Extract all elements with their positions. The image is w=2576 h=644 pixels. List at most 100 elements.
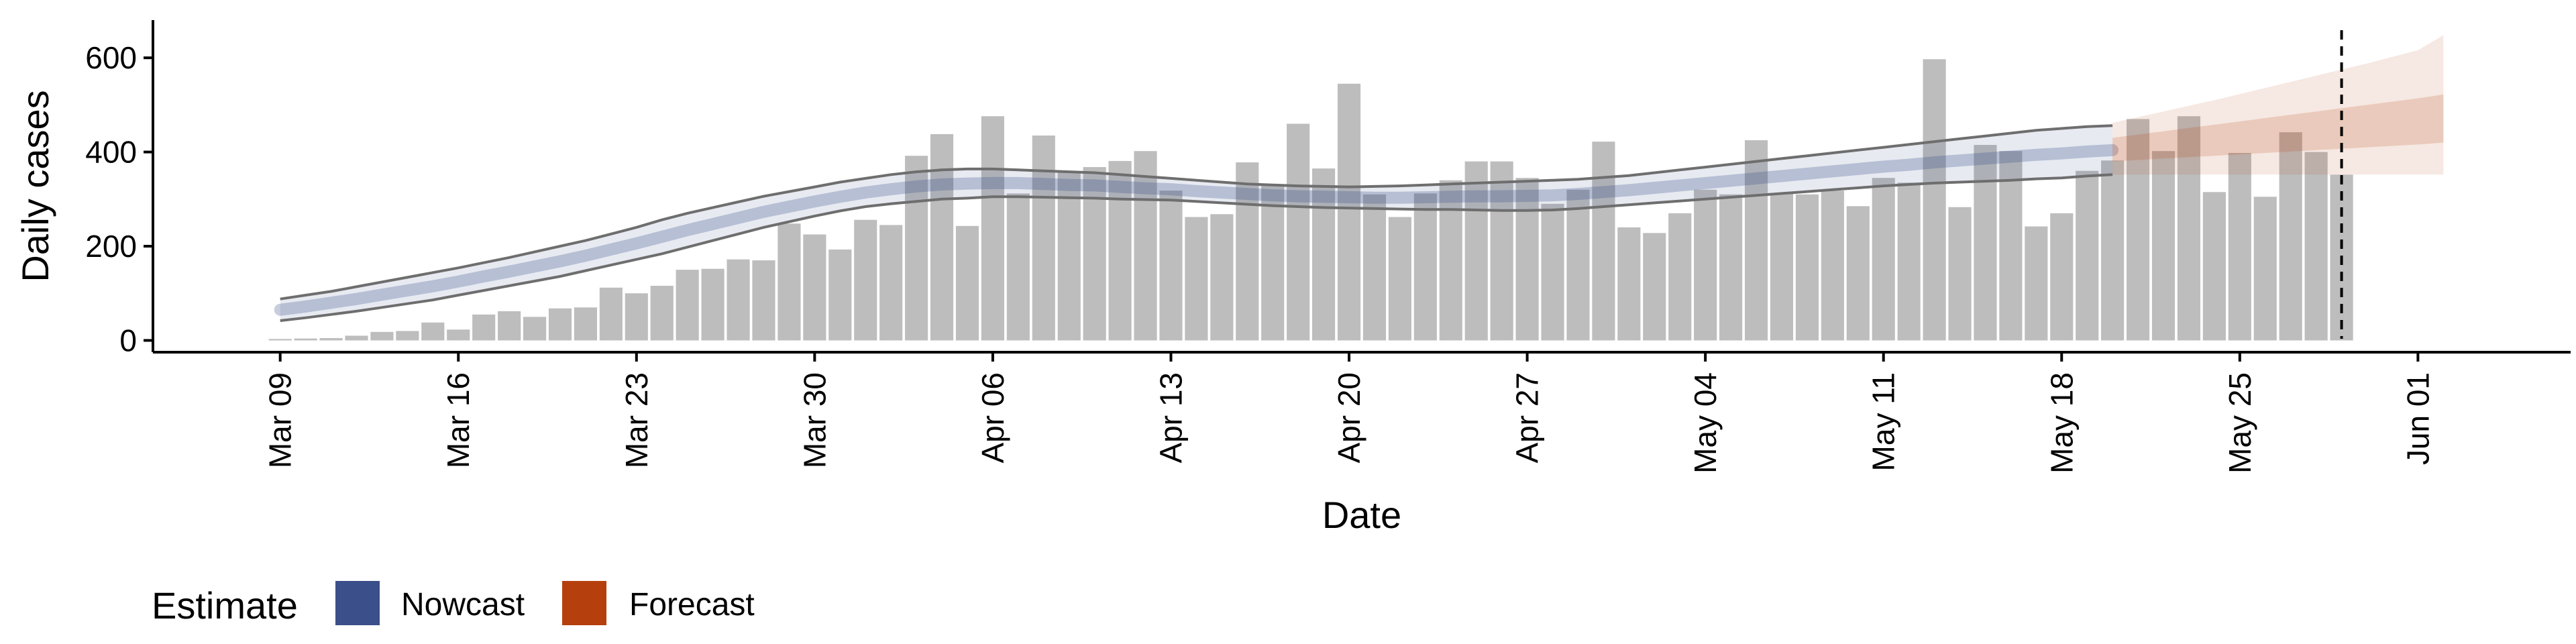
y-tick-label: 0 bbox=[119, 323, 137, 358]
daily-cases-bar bbox=[752, 260, 775, 341]
daily-cases-bar bbox=[879, 225, 903, 341]
forecast-outer-band bbox=[2112, 35, 2444, 175]
daily-cases-bar bbox=[1897, 182, 1921, 341]
daily-cases-bar bbox=[1108, 160, 1132, 341]
x-tick-label: May 25 bbox=[2222, 372, 2257, 474]
daily-cases-bar bbox=[1388, 217, 1411, 341]
daily-cases-bar bbox=[1159, 191, 1183, 341]
daily-cases-bar bbox=[1592, 142, 1615, 341]
daily-cases-bar bbox=[727, 259, 750, 341]
daily-cases-bar bbox=[1872, 178, 1895, 341]
daily-cases-bar bbox=[1617, 227, 1641, 341]
legend-key-nowcast bbox=[335, 581, 380, 625]
daily-cases-bar bbox=[1795, 194, 1819, 341]
daily-cases-bar bbox=[2177, 116, 2201, 341]
daily-cases-bar bbox=[421, 322, 445, 341]
x-axis-title: Date bbox=[1322, 494, 1401, 536]
daily-cases-bar bbox=[2228, 153, 2251, 341]
daily-cases-bar bbox=[1948, 207, 1972, 341]
daily-cases-bar bbox=[1210, 214, 1234, 341]
daily-cases-bar bbox=[574, 307, 597, 341]
x-tick-label: May 04 bbox=[1688, 372, 1723, 474]
daily-cases-bar bbox=[1821, 191, 1844, 341]
daily-cases-bar bbox=[2202, 192, 2226, 341]
y-tick-label: 200 bbox=[85, 229, 137, 264]
x-tick-label: Apr 20 bbox=[1332, 372, 1366, 464]
daily-cases-bar bbox=[1261, 184, 1285, 341]
y-axis-title: Daily cases bbox=[14, 90, 56, 282]
daily-cases-bar bbox=[650, 286, 674, 341]
x-tick-label: Mar 23 bbox=[619, 372, 654, 468]
x-tick-label: Apr 06 bbox=[975, 372, 1010, 464]
daily-cases-bar bbox=[1439, 180, 1462, 341]
legend-label-forecast: Forecast bbox=[629, 587, 755, 623]
daily-cases-bar bbox=[777, 223, 801, 341]
daily-cases-bar bbox=[472, 314, 496, 341]
x-tick-label: Mar 09 bbox=[263, 372, 298, 468]
daily-cases-bar bbox=[1541, 203, 1564, 341]
daily-cases-bar bbox=[370, 331, 394, 341]
daily-cases-bar bbox=[1362, 194, 1387, 341]
daily-cases-bar bbox=[1134, 151, 1157, 341]
daily-cases-bar bbox=[930, 133, 954, 341]
daily-cases-bar bbox=[447, 329, 470, 341]
daily-cases-bar bbox=[1668, 213, 1692, 341]
nowcast-upper-line bbox=[280, 124, 2113, 301]
daily-cases-bar bbox=[1032, 136, 1055, 341]
legend-title: Estimate bbox=[152, 584, 298, 627]
daily-cases-bar bbox=[498, 311, 521, 341]
daily-cases-bar bbox=[1312, 168, 1336, 341]
daily-cases-bar bbox=[1744, 140, 1768, 341]
x-axis-ticks: Mar 09 Mar 16 Mar 23 Mar 30 Apr 06 Apr 13 Apr … bbox=[263, 352, 2435, 474]
x-tick-label: Apr 27 bbox=[1510, 372, 1545, 464]
daily-cases-bar bbox=[1846, 206, 1870, 341]
x-tick-label: Mar 30 bbox=[797, 372, 832, 468]
daily-cases-bar bbox=[2304, 152, 2328, 341]
daily-cases-bar bbox=[2127, 119, 2150, 341]
daily-cases-bar bbox=[1719, 194, 1743, 341]
daily-cases-bar bbox=[523, 317, 547, 341]
daily-cases-bar bbox=[1999, 151, 2023, 341]
daily-cases-bar bbox=[268, 339, 292, 341]
daily-cases-bar bbox=[1337, 83, 1361, 341]
x-tick-label: May 11 bbox=[1866, 372, 1901, 471]
daily-cases-bar bbox=[599, 287, 623, 341]
daily-cases-bar bbox=[625, 293, 648, 341]
nowcast-outer-band bbox=[280, 125, 2113, 321]
daily-cases-bar bbox=[2253, 197, 2277, 341]
daily-cases-bar bbox=[319, 337, 343, 341]
daily-cases-bar bbox=[345, 335, 368, 341]
daily-cases-bar bbox=[2279, 132, 2302, 341]
daily-cases-bar bbox=[2050, 213, 2074, 341]
daily-cases-bar bbox=[1006, 193, 1030, 341]
daily-cases-bar bbox=[294, 338, 317, 341]
daily-cases-bar bbox=[854, 219, 877, 341]
daily-cases-bar bbox=[1185, 217, 1208, 341]
plot-area bbox=[268, 30, 2444, 341]
daily-cases-bar bbox=[1643, 233, 1666, 341]
daily-cases-bar bbox=[1236, 162, 1259, 341]
daily-cases-bar bbox=[1057, 172, 1081, 341]
daily-cases-bar bbox=[1694, 189, 1717, 341]
daily-cases-bar bbox=[905, 156, 928, 341]
legend-key-forecast bbox=[562, 581, 606, 625]
daily-cases-bar bbox=[701, 268, 724, 341]
daily-cases-bar bbox=[1515, 178, 1539, 341]
forecast-inner-band bbox=[2112, 94, 2444, 162]
daily-cases-bar bbox=[1490, 161, 1513, 341]
y-tick-label: 600 bbox=[85, 40, 137, 75]
y-axis-ticks: 0 200 400 600 bbox=[85, 40, 153, 358]
daily-cases-bar bbox=[1770, 193, 1794, 341]
daily-cases-bar bbox=[1974, 145, 1997, 341]
daily-cases-bar bbox=[1464, 161, 1488, 341]
x-tick-label: Mar 16 bbox=[441, 372, 476, 468]
daily-cases-bar bbox=[548, 308, 572, 341]
daily-cases-bar bbox=[396, 331, 419, 341]
daily-cases-bar bbox=[981, 116, 1004, 341]
daily-cases-bar bbox=[828, 249, 852, 341]
daily-cases-bar bbox=[676, 270, 699, 341]
daily-cases-bar bbox=[1287, 123, 1310, 341]
daily-cases-bar bbox=[2025, 226, 2048, 341]
daily-cases-bar bbox=[803, 234, 826, 341]
